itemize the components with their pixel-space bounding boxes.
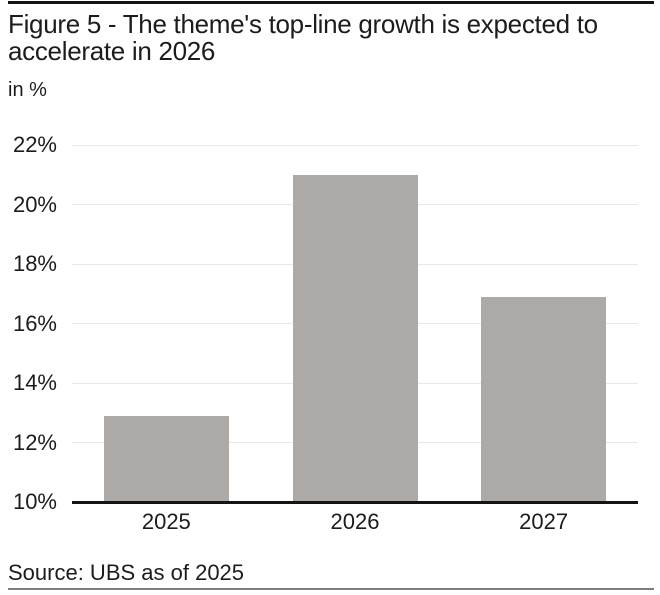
- y-axis-tick-label: 18%: [12, 251, 57, 276]
- bar-2026: [292, 174, 418, 502]
- y-axis-tick-label: 10%: [12, 489, 57, 514]
- x-axis-tick-label: 2025: [141, 509, 191, 534]
- bar-2025: [103, 415, 229, 502]
- top-divider: [8, 1, 654, 4]
- figure-title: Figure 5 - The theme's top-line growth i…: [8, 9, 598, 66]
- y-axis-tick-label: 16%: [12, 310, 57, 336]
- x-axis-line: [72, 500, 638, 504]
- y-axis-tick-label: 12%: [12, 429, 57, 455]
- figure-subtitle: in %: [8, 79, 47, 101]
- x-axis-tick-label: 2026: [330, 509, 380, 534]
- y-axis-tick-label: 14%: [12, 370, 57, 395]
- x-axis-tick-label: 2027: [519, 509, 569, 534]
- gridline: [72, 144, 638, 146]
- y-axis-tick-label: 22%: [12, 132, 57, 157]
- bottom-divider: [8, 588, 654, 590]
- bar-2027: [481, 296, 607, 502]
- source-note: Source: UBS as of 2025: [8, 560, 245, 585]
- bar-chart: 10% 12% 14% 16% 18% 20% 22% 2025 2026 2027: [12, 132, 638, 534]
- y-axis-tick-label: 20%: [12, 191, 57, 217]
